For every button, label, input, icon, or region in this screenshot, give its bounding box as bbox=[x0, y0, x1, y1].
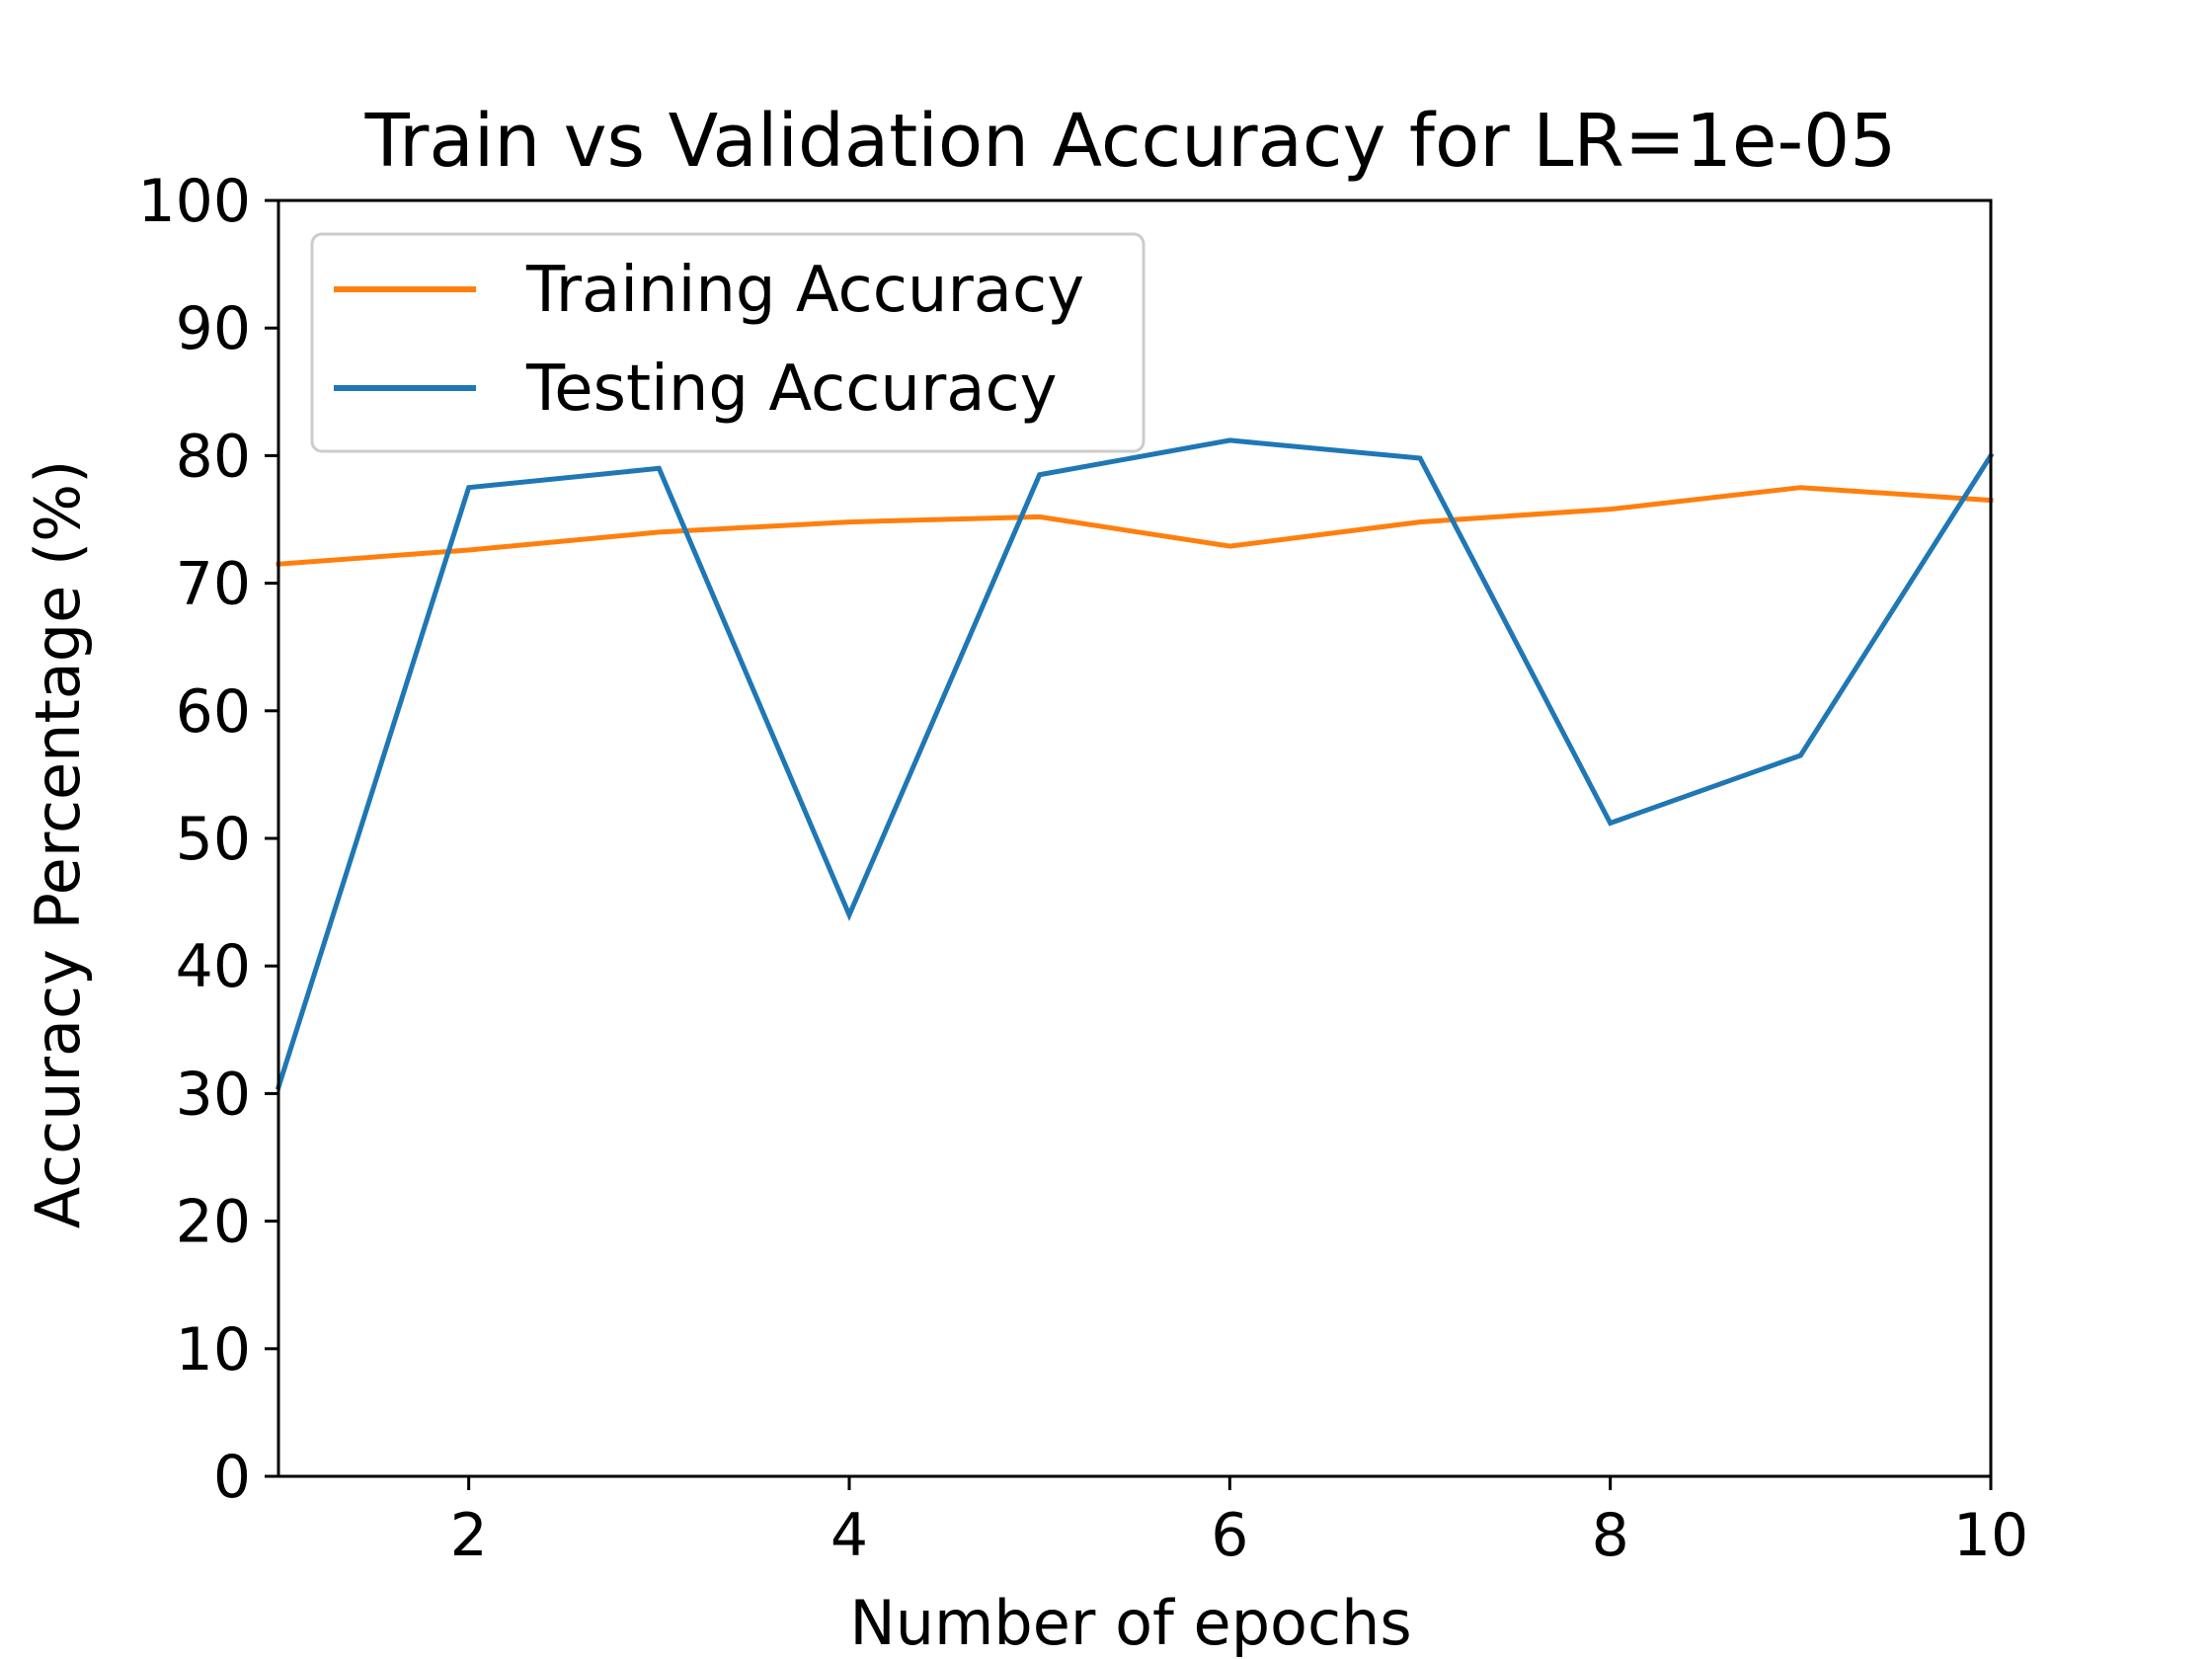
legend-label-testing: Testing Accuracy bbox=[525, 353, 1058, 426]
y-tick-label: 40 bbox=[176, 932, 251, 1001]
x-axis-ticks: 2 4 6 8 10 bbox=[450, 1476, 2028, 1570]
y-tick-label: 0 bbox=[213, 1443, 251, 1512]
y-axis-ticks: 0 10 20 30 40 50 60 70 80 90 100 bbox=[137, 167, 278, 1512]
plot-lines bbox=[275, 437, 1995, 1091]
x-axis-label: Number of epochs bbox=[849, 1587, 1411, 1659]
y-tick-label: 90 bbox=[176, 294, 251, 363]
y-axis-label: Accuracy Percentage (%) bbox=[22, 460, 94, 1229]
x-tick-label: 2 bbox=[450, 1501, 488, 1570]
y-tick-label: 20 bbox=[176, 1188, 251, 1257]
chart-title: Train vs Validation Accuracy for LR=1e-0… bbox=[364, 99, 1897, 184]
y-tick-label: 80 bbox=[176, 422, 251, 491]
y-tick-label: 70 bbox=[176, 550, 251, 619]
legend-label-training: Training Accuracy bbox=[525, 254, 1084, 327]
plot-frame bbox=[276, 198, 1993, 1478]
legend: Training Accuracy Testing Accuracy bbox=[310, 232, 1146, 453]
x-tick-label: 6 bbox=[1211, 1501, 1248, 1570]
y-tick-label: 100 bbox=[137, 167, 251, 236]
x-tick-label: 10 bbox=[1953, 1501, 2028, 1570]
y-tick-label: 60 bbox=[176, 677, 251, 747]
series-line-testing-accuracy bbox=[275, 437, 1995, 1091]
legend-box bbox=[310, 232, 1146, 453]
x-tick-label: 4 bbox=[830, 1501, 868, 1570]
x-tick-label: 8 bbox=[1592, 1501, 1629, 1570]
series-line-training-accuracy bbox=[276, 485, 1994, 567]
y-tick-label: 30 bbox=[176, 1060, 251, 1129]
y-tick-label: 50 bbox=[176, 805, 251, 874]
y-tick-label: 10 bbox=[176, 1315, 251, 1384]
